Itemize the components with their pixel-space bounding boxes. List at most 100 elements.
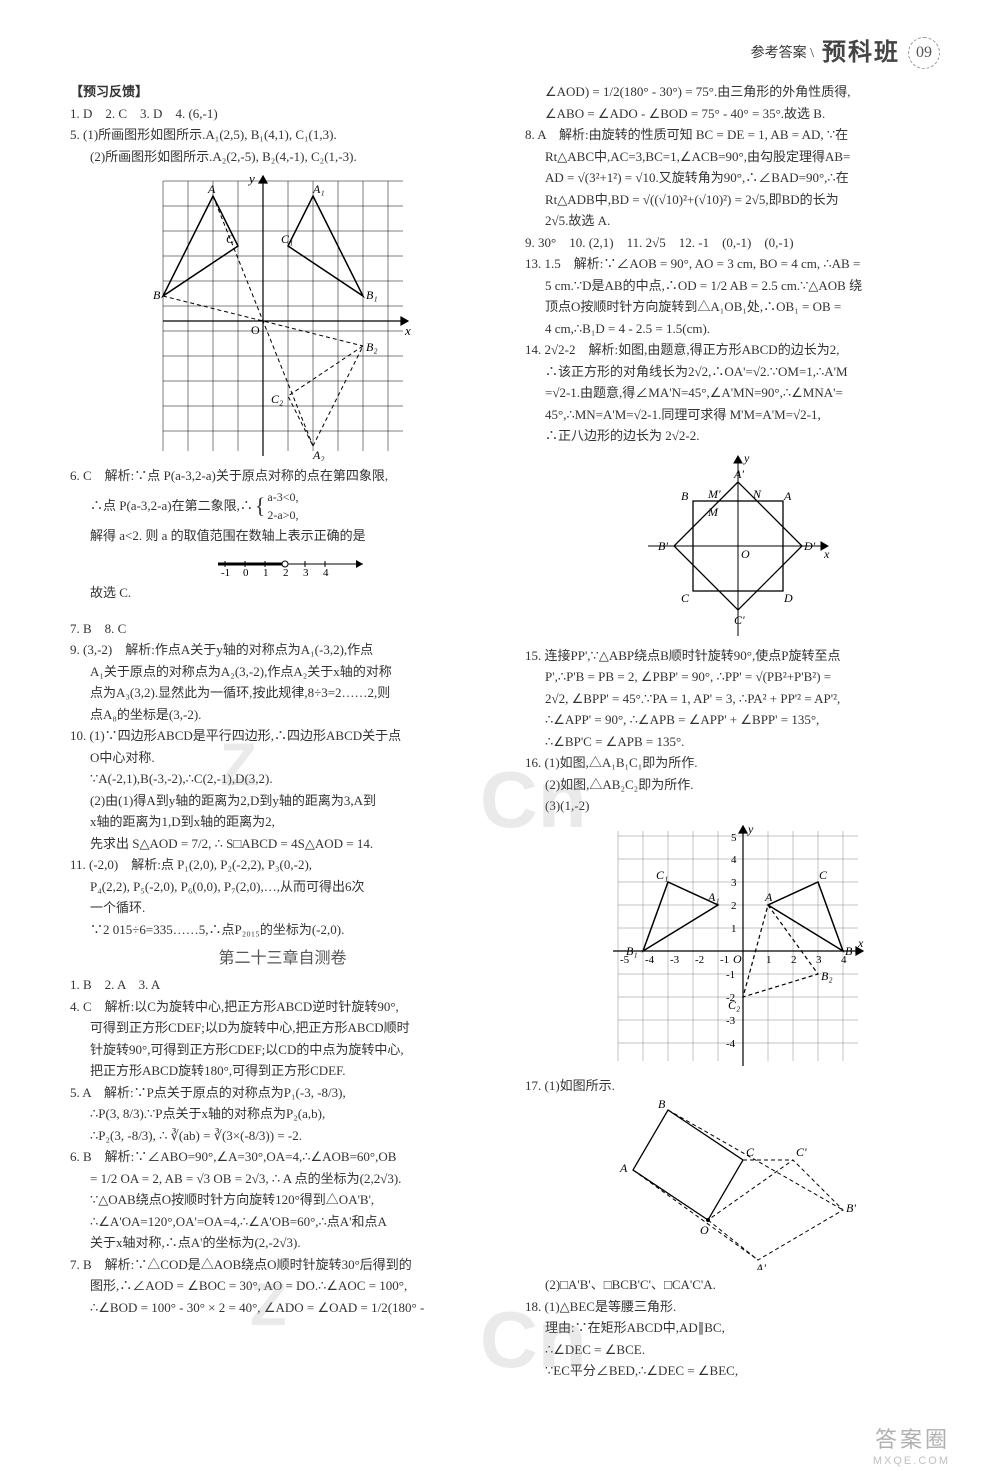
- graph-3: -5-4-3-2-1 1234 54321 -1-2-3-4 ABC A₁B₁C…: [608, 821, 868, 1071]
- svg-text:-4: -4: [645, 954, 655, 966]
- svg-text:-1: -1: [720, 954, 729, 966]
- text: ∴点 P(a-3,2-a)在第二象限,∴: [90, 496, 253, 516]
- line: =√2-1.由题意,得∠MA'N=45°,∠A'MN=90°,∴∠MNA'=: [525, 383, 950, 403]
- line: ∴该正方形的对角线长为2√2,∴OA'=√2.∵OM=1,∴A'M: [525, 362, 950, 382]
- line: 4 cm,∴B₁D = 4 - 2.5 = 1.5(cm).: [525, 319, 950, 339]
- svg-text:-4: -4: [726, 1038, 736, 1050]
- svg-text:O: O: [700, 1223, 709, 1237]
- left-column: 【预习反馈】 1. D 2. C 3. D 4. (6,-1) 5. (1)所画…: [70, 80, 495, 1383]
- line: 点为A₃(3,2).显然此为一循环,按此规律,8÷3=2……2,则: [70, 683, 495, 703]
- page-number: 09: [908, 37, 940, 69]
- svg-text:A: A: [764, 890, 773, 904]
- line: 1. B 2. A 3. A: [70, 975, 495, 995]
- svg-text:2: 2: [791, 954, 797, 966]
- right-column: ∠AOD) = 1/2(180° - 30°) = 75°.由三角形的外角性质得…: [525, 80, 950, 1383]
- svg-text:x: x: [404, 323, 411, 338]
- text: 故选 C.: [90, 585, 131, 600]
- line: x轴的距离为1,D到x轴的距离为2,: [70, 812, 495, 832]
- line: 15. 连接PP',∵△ABP绕点B顺时针旋转90°,使点P旋转至点: [525, 646, 950, 666]
- graph-1: x y O AA₁ BB₁ CC₁ A₂B₂C₂: [153, 171, 413, 461]
- svg-text:C: C: [746, 1145, 755, 1159]
- line: 17. (1)如图所示.: [525, 1076, 950, 1096]
- svg-text:M': M': [707, 487, 721, 501]
- svg-text:-3: -3: [670, 954, 680, 966]
- svg-text:0: 0: [243, 567, 249, 578]
- svg-text:C: C: [681, 591, 690, 605]
- svg-text:C₁: C₁: [656, 868, 668, 882]
- line: 7. B 8. C: [70, 619, 495, 639]
- svg-text:4: 4: [323, 567, 329, 578]
- svg-text:C: C: [819, 868, 828, 882]
- line: 5. A 解析:∵P点关于原点的对称点为P₁(-3, -8/3),: [70, 1083, 495, 1103]
- line: 先求出 S△AOD = 7/2, ∴ S□ABCD = 4S△AOD = 14.: [70, 834, 495, 854]
- svg-text:2: 2: [731, 900, 737, 912]
- line: ∴∠A'OA=120°,OA'=OA=4,∴∠A'OB=60°,∴点A'和点A: [70, 1212, 495, 1232]
- svg-text:B: B: [153, 288, 161, 302]
- svg-text:5: 5: [731, 832, 737, 844]
- line: 5. (1)所画图形如图所示.A₁(2,5), B₁(4,1), C₁(1,3)…: [70, 125, 495, 145]
- line: 一个循环.: [70, 898, 495, 918]
- text: 2-a>0,: [267, 506, 298, 524]
- line: ∴∠APP' = 90°, ∴∠APB = ∠APP' + ∠BPP' = 13…: [525, 710, 950, 730]
- svg-text:3: 3: [816, 954, 822, 966]
- line: 6. C 解析:∵点 P(a-3,2-a)关于原点对称的点在第四象限,: [70, 466, 495, 486]
- line: 16. (1)如图,△A₁B₁C₁即为所作.: [525, 753, 950, 773]
- svg-text:C': C': [796, 1145, 807, 1159]
- graph-2: AB CD A'B' C'D' O M'N M xy: [643, 451, 833, 641]
- header-ref: 参考答案 \: [751, 43, 814, 64]
- line: 13. 1.5 解析:∵∠AOB = 90°, AO = 3 cm, BO = …: [525, 254, 950, 274]
- svg-text:C': C': [734, 613, 745, 627]
- svg-text:1: 1: [731, 923, 737, 935]
- section-title: 【预习反馈】: [70, 82, 495, 102]
- svg-text:A₁: A₁: [707, 890, 720, 904]
- line: ∴P₂(3, -8/3), ∴ ∛(ab) = ∛(3×(-8/3)) = -2…: [70, 1126, 495, 1146]
- line: AD = √(3²+1²) = √10.又旋转角为90°,∴∠BAD=90°,∴…: [525, 168, 950, 188]
- svg-text:B': B': [846, 1201, 856, 1215]
- svg-text:1: 1: [263, 567, 269, 578]
- line: 4. C 解析:以C为旋转中心,把正方形ABCD逆时针旋转90°,: [70, 997, 495, 1017]
- line: ∠AOD) = 1/2(180° - 30°) = 75°.由三角形的外角性质得…: [525, 82, 950, 102]
- svg-text:B: B: [681, 489, 689, 503]
- svg-text:3: 3: [303, 567, 309, 578]
- number-line: -10 12 34 故选 C.: [90, 550, 495, 615]
- line: (2)由(1)得A到y轴的距离为2,D到y轴的距离为3,A到: [70, 791, 495, 811]
- svg-text:B: B: [658, 1100, 666, 1111]
- line: 11. (-2,0) 解析:点 P₁(2,0), P₂(-2,2), P₃(0,…: [70, 855, 495, 875]
- line: 顶点O按顺时针方向旋转到△A₁OB₁处,∴OB₁ = OB =: [525, 297, 950, 317]
- line: A₁关于原点的对称点为A₂(3,-2),作点A₂关于x轴的对称: [70, 662, 495, 682]
- line: 7. B 解析:∵△COD是△AOB绕点O顺时针旋转30°后得到的: [70, 1255, 495, 1275]
- line: P',∴P'B = PB = 2, ∠PBP' = 90°, ∴PP' = √(…: [525, 667, 950, 687]
- line: 45°,∴MN=A'M=√2-1.同理可求得 M'M=A'M=√2-1,: [525, 405, 950, 425]
- svg-text:-1: -1: [726, 969, 735, 981]
- svg-text:A₁: A₁: [312, 182, 325, 196]
- svg-text:A₂: A₂: [312, 448, 325, 461]
- line: ∵EC平分∠BED,∴∠DEC = ∠BEC,: [525, 1361, 950, 1381]
- line: 点A₈的坐标是(3,-2).: [70, 705, 495, 725]
- svg-text:y: y: [743, 451, 750, 465]
- line: 8. A 解析:由旋转的性质可知 BC = DE = 1, AB = AD, ∵…: [525, 125, 950, 145]
- line: 9. (3,-2) 解析:作点A关于y轴的对称点为A₁(-3,2),作点: [70, 640, 495, 660]
- line: 解得 a<2. 则 a 的取值范围在数轴上表示正确的是: [70, 526, 495, 546]
- line: 关于x轴对称,∴点A'的坐标为(2,-2√3).: [70, 1233, 495, 1253]
- line: Rt△ADB中,BD = √((√10)²+(√10)²) = 2√5,即BD的…: [525, 190, 950, 210]
- svg-text:-2: -2: [695, 954, 704, 966]
- line: (2)如图,△AB₂C₂即为所作.: [525, 775, 950, 795]
- line: 10. (1)∵四边形ABCD是平行四边形,∴四边形ABCD关于点: [70, 726, 495, 746]
- line: 6. B 解析:∵∠ABO=90°,∠A=30°,OA=4,∴∠AOB=60°,…: [70, 1147, 495, 1167]
- line: ∴∠BOD = 100° - 30° × 2 = 40°, ∠ADO = ∠OA…: [70, 1298, 495, 1318]
- text: a-3<0,: [267, 488, 298, 506]
- svg-text:M: M: [707, 505, 719, 519]
- line: (2)所画图形如图所示.A₂(2,-5), B₂(4,-1), C₂(1,-3)…: [70, 147, 495, 167]
- chapter-title: 第二十三章自测卷: [70, 947, 495, 971]
- line: 2√5.故选 A.: [525, 211, 950, 231]
- svg-text:C₂: C₂: [271, 392, 283, 406]
- page-header: 参考答案 \ 预科班 09: [751, 35, 940, 71]
- svg-text:B₂: B₂: [366, 340, 378, 354]
- svg-text:O: O: [251, 323, 260, 337]
- line: ∴P(3, 8/3).∵P点关于x轴的对称点为P₂(a,b),: [70, 1104, 495, 1124]
- svg-text:B₁: B₁: [626, 944, 638, 958]
- line: ∵2 015÷6=335……5,∴点P₂₀₁₅的坐标为(-2,0).: [70, 920, 495, 940]
- line: 18. (1)△BEC是等腰三角形.: [525, 1297, 950, 1317]
- svg-text:D': D': [803, 539, 816, 553]
- line: ∵A(-2,1),B(-3,-2),∴C(2,-1),D(3,2).: [70, 769, 495, 789]
